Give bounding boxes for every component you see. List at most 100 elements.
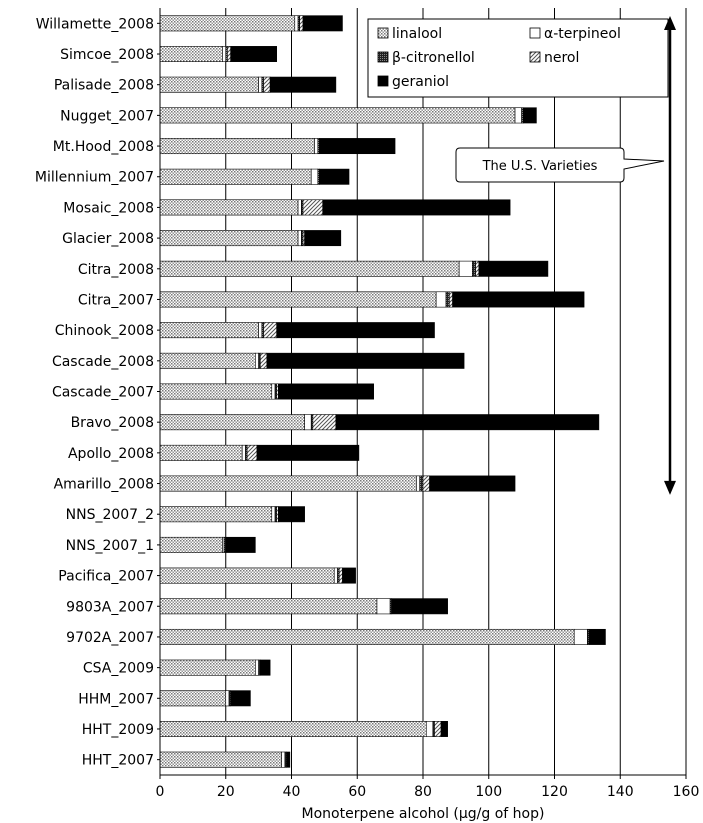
category-label: Citra_2007	[78, 292, 154, 308]
bar-geraniol-23	[440, 721, 448, 737]
bar-linalool-9	[159, 291, 437, 308]
category-label: Nugget_2007	[60, 108, 154, 124]
bar-linalool-11	[159, 352, 256, 369]
bar-linalool-17	[159, 536, 223, 553]
x-tick-label: 40	[283, 784, 301, 800]
legend-swatch	[529, 51, 541, 63]
bar-linalool-10	[159, 322, 259, 339]
bar-terpineol-16	[271, 506, 276, 523]
bar-geraniol-18	[342, 567, 356, 584]
legend-label: geraniol	[392, 74, 449, 90]
bar-linalool-0	[159, 15, 296, 32]
labels: Willamette_2008 Simcoe_2008 Palisade_2008 N…	[35, 16, 700, 822]
x-tick-label: 80	[414, 784, 432, 800]
bar-linalool-14	[159, 444, 243, 461]
bar-linalool-8	[159, 260, 460, 277]
bar-nerol-6	[302, 199, 324, 216]
bars	[159, 15, 606, 768]
bar-nerol-18	[338, 567, 343, 584]
bar-linalool-21	[159, 659, 256, 676]
bar-geraniol-16	[278, 506, 305, 523]
bar-linalool-22	[159, 690, 227, 707]
bar-geraniol-21	[259, 659, 271, 676]
bar-geraniol-17	[225, 536, 256, 553]
bar-nerol-9	[448, 291, 453, 308]
legend-label: β-citronellol	[392, 50, 475, 66]
bar-terpineol-18	[333, 567, 338, 584]
bar-geraniol-14	[256, 444, 360, 461]
bar-linalool-18	[159, 567, 335, 584]
category-label: Apollo_2008	[68, 446, 154, 462]
bar-geraniol-7	[304, 230, 342, 247]
legend-label: α-terpineol	[544, 26, 621, 42]
legend-swatch	[529, 27, 541, 39]
bar-nerol-8	[475, 260, 480, 277]
category-label: HHM_2007	[78, 691, 154, 707]
bar-terpineol-19	[376, 598, 391, 615]
bar-nerol-1	[227, 46, 231, 62]
bar-terpineol-11	[255, 352, 259, 369]
bar-geraniol-8	[478, 260, 549, 277]
bar-terpineol-21	[255, 659, 259, 676]
bar-terpineol-8	[458, 260, 473, 277]
legend-swatch	[377, 27, 389, 39]
bar-citronellol-15	[419, 475, 424, 492]
category-label: CSA_2009	[83, 661, 154, 677]
category-label: Pacifica_2007	[58, 569, 154, 585]
category-label: Willamette_2008	[36, 16, 154, 32]
category-label: HHT_2009	[82, 722, 154, 738]
category-label: NNS_2007_2	[66, 507, 154, 523]
bar-geraniol-1	[230, 46, 278, 62]
bar-geraniol-5	[319, 168, 350, 185]
bar-geraniol-9	[452, 291, 585, 308]
bar-citronellol-8	[472, 260, 476, 277]
category-label: Palisade_2008	[54, 78, 154, 94]
bar-nerol-10	[263, 322, 278, 339]
category-label: Millennium_2007	[35, 170, 154, 186]
category-label: Cascade_2007	[52, 385, 154, 401]
x-tick-label: 100	[475, 784, 502, 800]
bar-nerol-23	[434, 721, 442, 737]
bar-geraniol-11	[266, 352, 465, 369]
bar-terpineol-4	[314, 138, 319, 155]
bar-citronellol-9	[445, 291, 450, 308]
bar-geraniol-3	[522, 107, 537, 124]
bar-linalool-3	[159, 107, 516, 124]
category-label: 9702A_2007	[66, 630, 154, 646]
bar-geraniol-10	[276, 322, 435, 339]
legend-swatch	[377, 75, 389, 87]
bar-terpineol-13	[304, 414, 312, 431]
legend-box	[367, 18, 669, 98]
category-label: Amarillo_2008	[54, 477, 154, 493]
bar-nerol-15	[422, 475, 430, 492]
category-label: Chinook_2008	[55, 323, 154, 339]
bar-linalool-23	[159, 721, 427, 737]
bar-terpineol-22	[225, 690, 230, 707]
bar-linalool-1	[159, 46, 223, 62]
bar-linalool-12	[159, 383, 273, 400]
category-label: Bravo_2008	[71, 415, 154, 431]
bar-linalool-4	[159, 138, 315, 155]
x-axis-title: Monoterpene alcohol (μg/g of hop)	[302, 806, 545, 822]
bar-geraniol-22	[230, 690, 251, 707]
bar-nerol-14	[246, 444, 258, 461]
category-label: Glacier_2008	[62, 231, 154, 247]
bar-geraniol-12	[278, 383, 374, 400]
bar-linalool-19	[159, 598, 378, 615]
bar-geraniol-4	[319, 138, 396, 155]
bar-terpineol-10	[258, 322, 263, 339]
bar-linalool-5	[159, 168, 312, 185]
bar-terpineol-1	[222, 46, 227, 62]
x-tick-label: 120	[541, 784, 568, 800]
category-label: Cascade_2008	[52, 354, 154, 370]
bar-terpineol-6	[297, 199, 302, 216]
category-label: NNS_2007_1	[66, 538, 154, 554]
bar-geraniol-15	[429, 475, 516, 492]
category-label: Mosaic_2008	[63, 200, 154, 216]
bar-terpineol-7	[297, 230, 302, 247]
bar-linalool-20	[159, 628, 575, 645]
arrow-head-down	[664, 480, 676, 495]
annotation: The U.S. Varieties	[455, 16, 676, 495]
bar-terpineol-12	[271, 383, 276, 400]
